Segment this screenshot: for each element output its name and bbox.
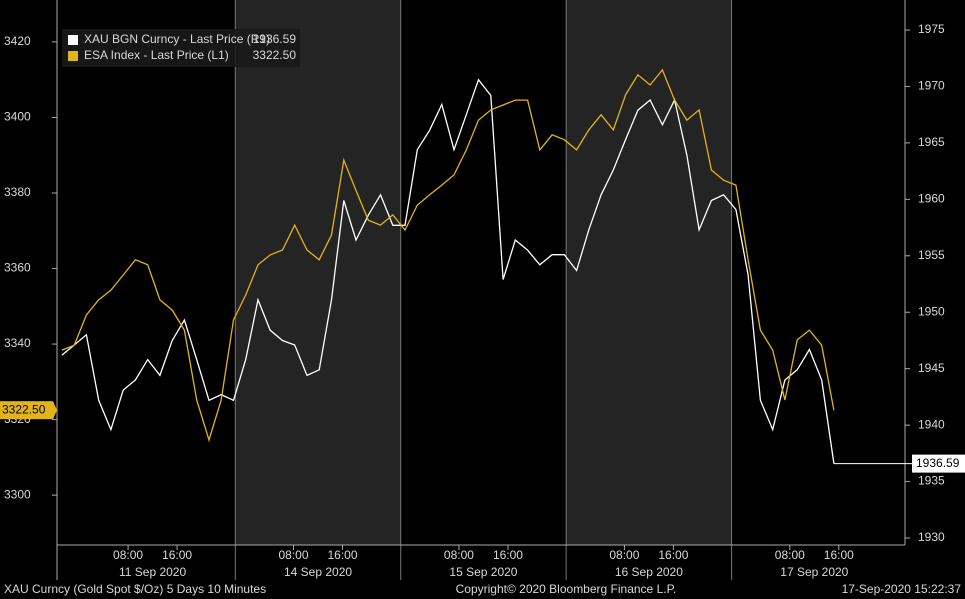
- y2-tick-label: 1940: [918, 417, 945, 431]
- day-panel: [566, 0, 732, 545]
- footer-center: Copyright© 2020 Bloomberg Finance L.P.: [456, 582, 677, 596]
- y2-tick-label: 1945: [918, 361, 945, 375]
- y-tick-label: 3340: [4, 336, 31, 350]
- series-line: [61, 68, 835, 443]
- y2-tick-label: 1965: [918, 135, 945, 149]
- y2-tick-label: 1935: [918, 474, 945, 488]
- legend-value: 3322.50: [253, 48, 297, 62]
- series-line: [61, 78, 835, 464]
- y2-tick-label: 1960: [918, 192, 945, 206]
- legend-swatch: [68, 35, 78, 45]
- last-value-pointer: [53, 401, 57, 420]
- x-date-label: 14 Sep 2020: [284, 565, 352, 579]
- x-tick-label: 08:00: [444, 548, 474, 562]
- legend-box: [62, 29, 300, 67]
- legend-label: XAU BGN Curncy - Last Price (R1): [84, 32, 270, 46]
- x-tick-label: 08:00: [775, 548, 805, 562]
- x-tick-label: 08:00: [113, 548, 143, 562]
- x-date-label: 16 Sep 2020: [615, 565, 683, 579]
- day-panel: [731, 0, 905, 545]
- y-tick-label: 3400: [4, 110, 31, 124]
- y2-tick-label: 1970: [918, 79, 945, 93]
- last-value-tag: [912, 454, 965, 473]
- footer-left: XAU Curncy (Gold Spot $/Oz) 5 Days 10 Mi…: [4, 582, 266, 596]
- legend-swatch: [68, 51, 78, 61]
- x-tick-label: 16:00: [824, 548, 854, 562]
- y-tick-label: 3360: [4, 261, 31, 275]
- x-tick-label: 16:00: [162, 548, 192, 562]
- y2-tick-label: 1975: [918, 22, 945, 36]
- y2-tick-label: 1955: [918, 248, 945, 262]
- legend-value: 1936.59: [253, 32, 297, 46]
- x-date-label: 17 Sep 2020: [780, 565, 848, 579]
- y-tick-label: 3380: [4, 185, 31, 199]
- last-value-label: 1936.59: [916, 456, 960, 470]
- x-tick-label: 16:00: [658, 548, 688, 562]
- day-panel: [57, 0, 236, 545]
- last-value-tag: [0, 401, 53, 420]
- last-value-label: 3322.50: [2, 402, 46, 416]
- x-date-label: 15 Sep 2020: [449, 565, 517, 579]
- day-panel: [235, 0, 401, 545]
- x-tick-label: 16:00: [493, 548, 523, 562]
- x-tick-label: 08:00: [278, 548, 308, 562]
- x-tick-label: 16:00: [328, 548, 358, 562]
- y2-tick-label: 1930: [918, 530, 945, 544]
- footer-right: 17-Sep-2020 15:22:37: [842, 582, 962, 596]
- x-date-label: 11 Sep 2020: [119, 565, 186, 579]
- y-tick-label: 3420: [4, 34, 31, 48]
- y-tick-label: 3300: [4, 487, 31, 501]
- plot-layer: 11 Sep 2020 14 Sep 2020 15 Sep 2020 16 Sep …: [0, 0, 965, 580]
- legend-label: ESA Index - Last Price (L1): [84, 48, 229, 62]
- day-panel: [400, 0, 567, 545]
- y2-tick-label: 1950: [918, 304, 945, 318]
- x-tick-label: 08:00: [609, 548, 639, 562]
